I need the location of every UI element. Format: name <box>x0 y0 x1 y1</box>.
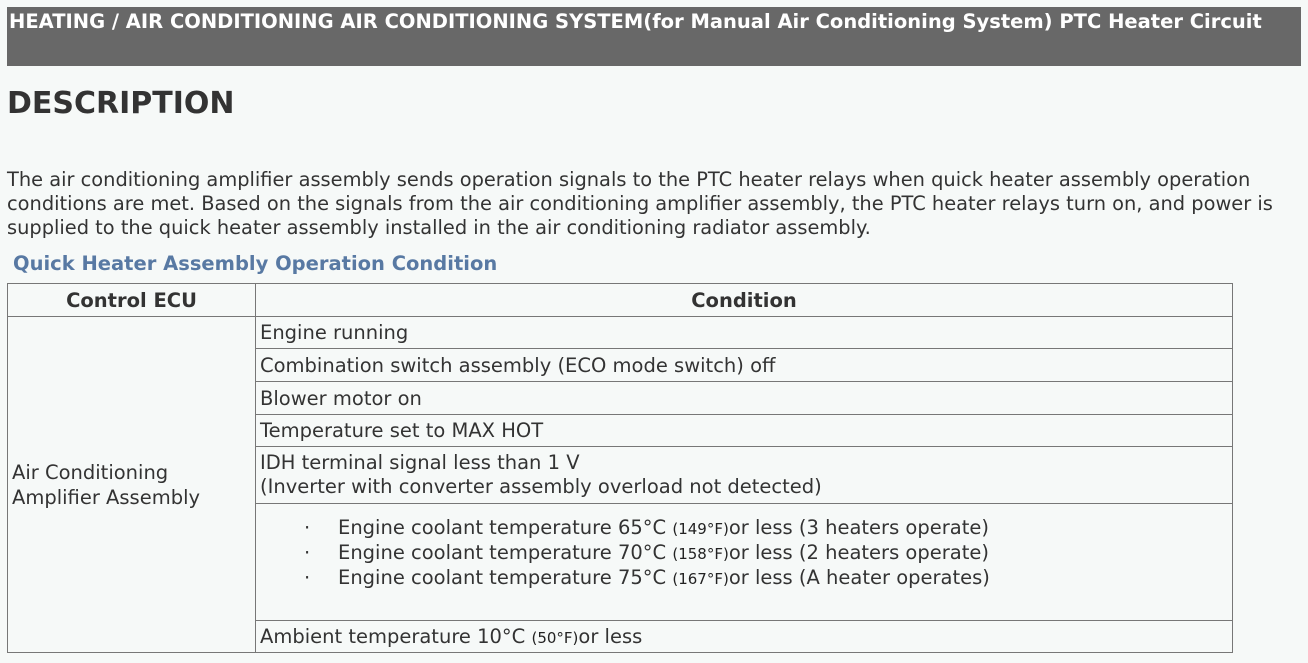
table-row: Blower motor on <box>8 381 1233 415</box>
operation-condition-table: Control ECU Condition Air Conditioning A… <box>7 283 1233 653</box>
page-header: HEATING / AIR CONDITIONING AIR CONDITION… <box>7 7 1301 66</box>
condition-cell: Combination switch assembly (ECO mode sw… <box>255 348 1233 382</box>
condition-cell: Temperature set to MAX HOT <box>255 414 1233 447</box>
condition-cell: Ambient temperature 10°C (50°F)or less <box>255 620 1233 653</box>
column-header: Control ECU <box>7 283 256 317</box>
condition-cell: IDH terminal signal less than 1 V (Inver… <box>255 446 1233 504</box>
table-row: Air Conditioning Amplifier Assembly Engi… <box>7 316 1233 653</box>
control-ecu-cell: Air Conditioning Amplifier Assembly <box>7 316 256 653</box>
idh-line: IDH terminal signal less than 1 V <box>260 451 580 474</box>
column-header: Condition <box>255 283 1233 317</box>
condition-cell: Engine running <box>255 316 1233 349</box>
condition-cell: · Engine coolant temperature 65°C (149°F)… <box>255 503 1233 621</box>
description-text: The air conditioning amplifier assembly … <box>7 168 1273 239</box>
coolant-list: · Engine coolant temperature 65°C (149°F)… <box>260 516 1228 591</box>
list-item: · Engine coolant temperature 70°C (158°F)… <box>304 541 989 564</box>
table-header-row: Control ECU Condition <box>7 283 1233 317</box>
list-item: · Engine coolant temperature 75°C (167°F)… <box>304 566 990 589</box>
table-row: IDH terminal signal less than 1 V (Inver… <box>8 446 1233 504</box>
table-row: · Engine coolant temperature 65°C (149°F)… <box>8 503 1233 621</box>
list-item: · Engine coolant temperature 65°C (149°F)… <box>304 516 989 539</box>
table-row: Ambient temperature 10°C (50°F)or less <box>8 620 1233 653</box>
subheading: Quick Heater Assembly Operation Conditio… <box>13 252 498 275</box>
section-title: DESCRIPTION <box>7 86 235 121</box>
table-row: Combination switch assembly (ECO mode sw… <box>8 348 1233 382</box>
condition-cell: Blower motor on <box>255 381 1233 415</box>
idh-line: (Inverter with converter assembly overlo… <box>260 475 822 498</box>
